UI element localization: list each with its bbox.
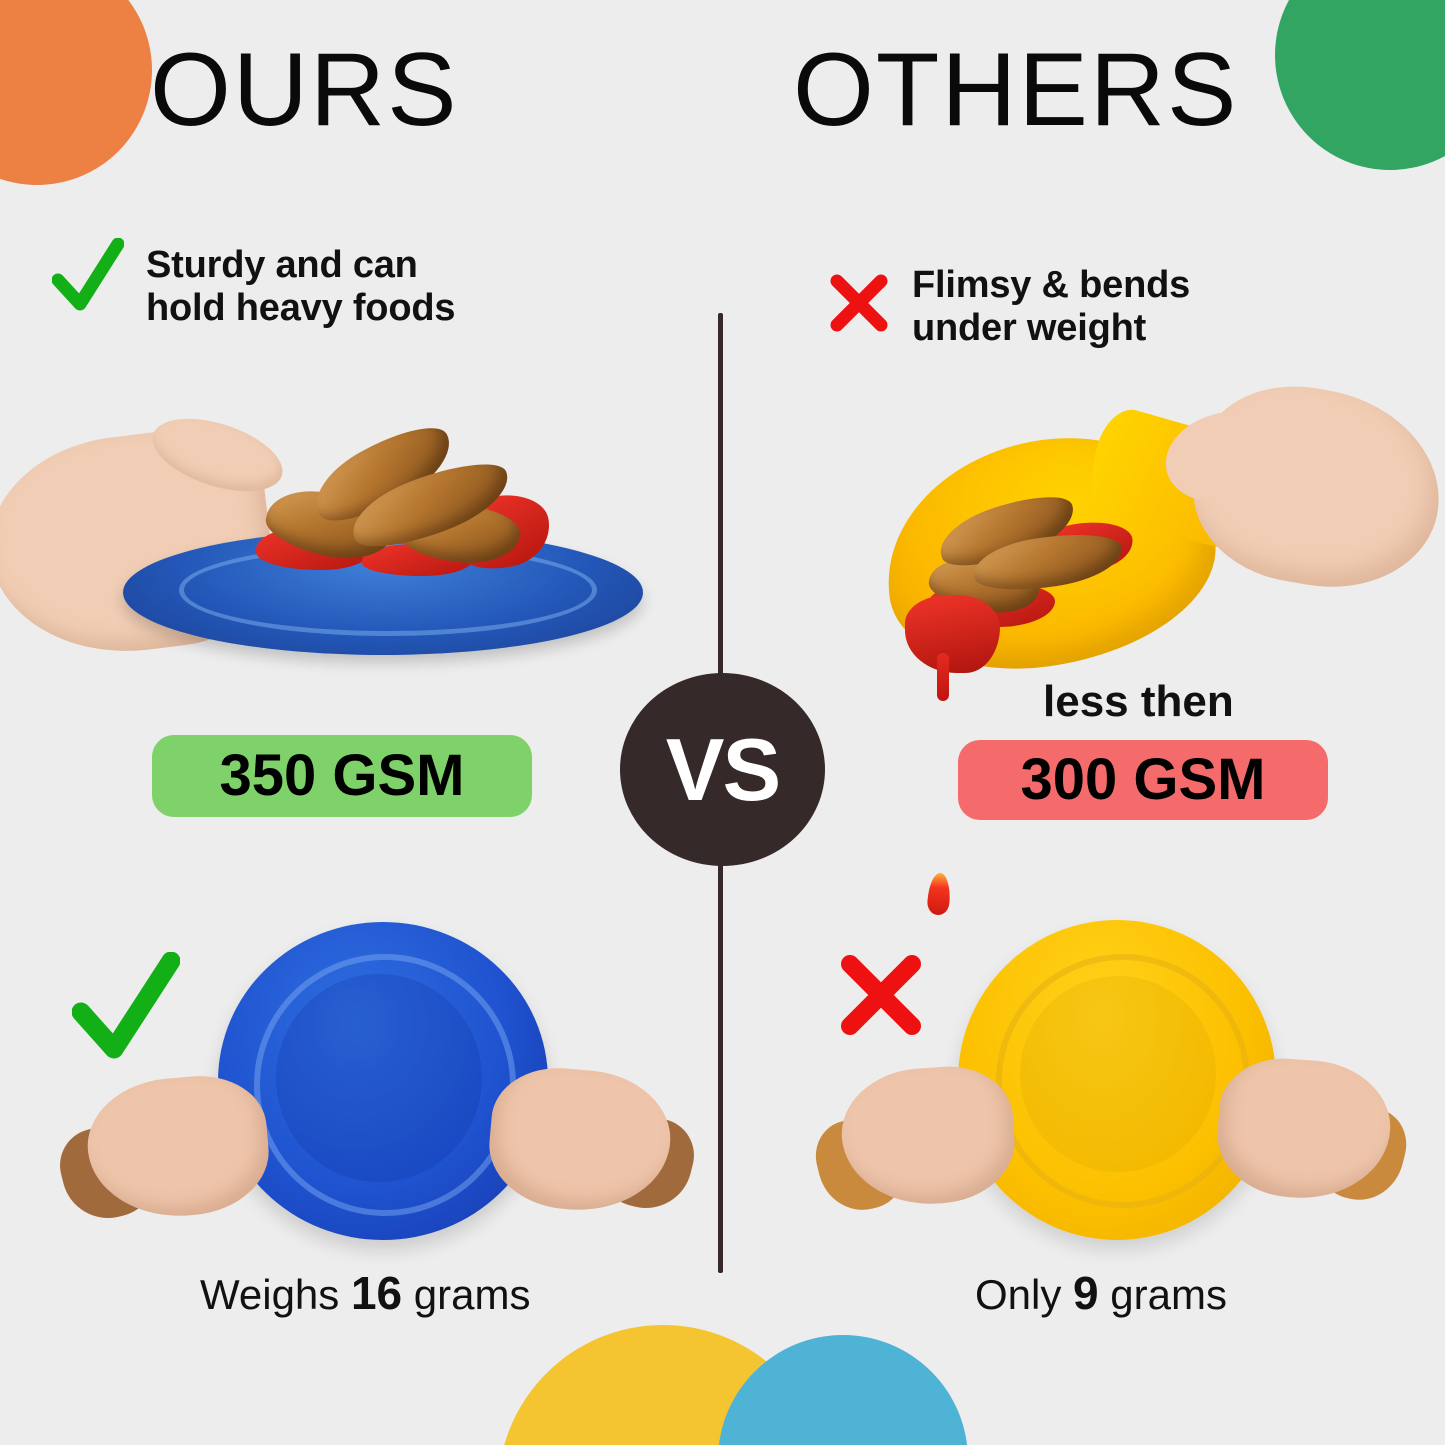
yellow-plate-flimsy	[958, 920, 1276, 1240]
green-check-icon	[72, 952, 180, 1059]
feature-row-others: Flimsy & bends under weight	[828, 258, 1190, 350]
red-cross-icon	[830, 274, 888, 332]
photo-hands-blue-plate	[52, 920, 702, 1240]
heading-others: OTHERS	[793, 32, 1239, 148]
plate-rim	[996, 954, 1250, 1208]
ketchup-spill	[905, 595, 1000, 673]
feature-row-ours: Sturdy and can hold heavy foods	[52, 238, 455, 330]
caption-number: 16	[350, 1267, 403, 1319]
decor-circle-blue	[718, 1335, 968, 1445]
red-cross-icon	[841, 955, 921, 1035]
blue-plate-rigid	[218, 922, 548, 1240]
vs-badge: VS	[620, 673, 825, 866]
plate-rim	[254, 954, 516, 1216]
less-then-label: less then	[1043, 677, 1234, 726]
caption-suffix: grams	[402, 1271, 531, 1318]
decor-circle-orange	[0, 0, 152, 185]
caption-prefix: Only	[975, 1271, 1074, 1318]
food-pile	[250, 412, 556, 577]
ketchup-stream	[937, 653, 949, 701]
green-check-icon	[52, 238, 124, 311]
feature-text-ours: Sturdy and can hold heavy foods	[146, 244, 456, 329]
photo-hand-bending-yellow-plate	[865, 370, 1445, 701]
caption-suffix: grams	[1098, 1271, 1227, 1318]
caption-number: 9	[1073, 1267, 1099, 1319]
gsm-badge-ours: 350 GSM	[152, 735, 532, 817]
vs-label: VS	[665, 719, 781, 819]
ketchup-drop	[926, 872, 952, 916]
caption-prefix: Weighs	[200, 1271, 351, 1318]
caption-weight-others: Only 9 grams	[975, 1270, 1227, 1316]
photo-hand-blue-plate-food	[0, 400, 690, 670]
feature-text-others: Flimsy & bends under weight	[912, 264, 1191, 349]
caption-weight-ours: Weighs 16 grams	[200, 1270, 531, 1316]
heading-ours: OURS	[150, 32, 459, 148]
decor-circle-green	[1275, 0, 1445, 170]
gsm-badge-others: 300 GSM	[958, 740, 1328, 820]
photo-hands-yellow-plate	[808, 920, 1415, 1240]
